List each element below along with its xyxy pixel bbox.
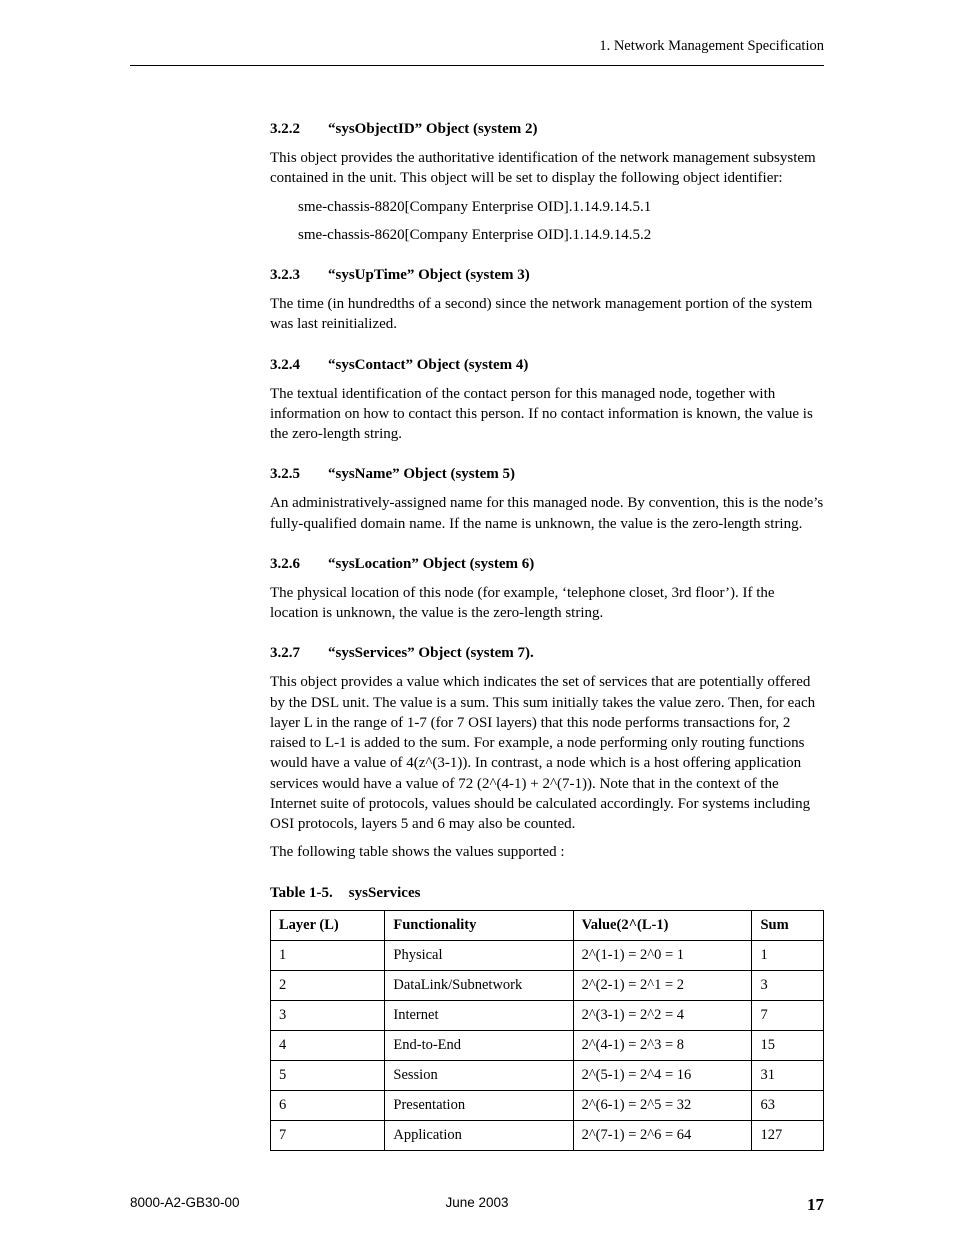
section-number: 3.2.3 <box>270 267 328 284</box>
paragraph: An administratively-assigned name for th… <box>270 493 824 534</box>
table-cell: 4 <box>271 1030 385 1060</box>
table-number: Table 1-5. <box>270 885 333 902</box>
content-area: 3.2.2“sysObjectID” Object (system 2) This… <box>270 121 824 1151</box>
table-cell: 6 <box>271 1090 385 1120</box>
section-title: “sysObjectID” Object (system 2) <box>328 121 538 137</box>
table-cell: 5 <box>271 1060 385 1090</box>
paragraph: This object provides a value which indic… <box>270 672 824 834</box>
table-row: 4End-to-End2^(4-1) = 2^3 = 815 <box>271 1030 824 1060</box>
section-heading: 3.2.3“sysUpTime” Object (system 3) <box>270 267 824 284</box>
table-cell: 15 <box>752 1030 824 1060</box>
paragraph: The time (in hundredths of a second) sin… <box>270 294 824 335</box>
table-cell: Application <box>385 1120 573 1150</box>
table-header-cell: Sum <box>752 910 824 940</box>
table-cell: 1 <box>271 940 385 970</box>
section-number: 3.2.6 <box>270 556 328 573</box>
table-cell: 2^(3-1) = 2^2 = 4 <box>573 1000 752 1030</box>
section-heading: 3.2.6“sysLocation” Object (system 6) <box>270 556 824 573</box>
table-title: sysServices <box>349 885 421 901</box>
indented-line: sme-chassis-8620[Company Enterprise OID]… <box>298 225 824 245</box>
paragraph: The textual identification of the contac… <box>270 384 824 445</box>
table-cell: DataLink/Subnetwork <box>385 970 573 1000</box>
section-heading: 3.2.7“sysServices” Object (system 7). <box>270 645 824 662</box>
section-title: “sysServices” Object (system 7). <box>328 645 534 661</box>
table-cell: 3 <box>271 1000 385 1030</box>
table-cell: 127 <box>752 1120 824 1150</box>
table-cell: 2 <box>271 970 385 1000</box>
running-header: 1. Network Management Specification <box>130 38 824 55</box>
table-cell: 63 <box>752 1090 824 1120</box>
header-rule <box>130 65 824 66</box>
section-number: 3.2.4 <box>270 357 328 374</box>
table-cell: 31 <box>752 1060 824 1090</box>
sysservices-table: Layer (L)FunctionalityValue(2^(L-1)Sum1P… <box>270 910 824 1151</box>
table-cell: 7 <box>752 1000 824 1030</box>
section-number: 3.2.2 <box>270 121 328 138</box>
footer-date: June 2003 <box>130 1195 824 1210</box>
table-cell: 7 <box>271 1120 385 1150</box>
table-cell: 3 <box>752 970 824 1000</box>
table-row: 2DataLink/Subnetwork2^(2-1) = 2^1 = 23 <box>271 970 824 1000</box>
table-header-cell: Functionality <box>385 910 573 940</box>
table-cell: Presentation <box>385 1090 573 1120</box>
section-number: 3.2.5 <box>270 466 328 483</box>
table-cell: 1 <box>752 940 824 970</box>
table-cell: 2^(4-1) = 2^3 = 8 <box>573 1030 752 1060</box>
table-cell: 2^(5-1) = 2^4 = 16 <box>573 1060 752 1090</box>
table-row: 6Presentation2^(6-1) = 2^5 = 3263 <box>271 1090 824 1120</box>
section-heading: 3.2.2“sysObjectID” Object (system 2) <box>270 121 824 138</box>
table-row: 5Session2^(5-1) = 2^4 = 1631 <box>271 1060 824 1090</box>
table-cell: 2^(7-1) = 2^6 = 64 <box>573 1120 752 1150</box>
table-caption: Table 1-5. sysServices <box>270 885 824 902</box>
section-title: “sysContact” Object (system 4) <box>328 357 528 373</box>
table-row: 1Physical2^(1-1) = 2^0 = 11 <box>271 940 824 970</box>
table-header-cell: Value(2^(L-1) <box>573 910 752 940</box>
paragraph: The following table shows the values sup… <box>270 842 824 862</box>
paragraph: This object provides the authoritative i… <box>270 148 824 189</box>
footer-page-number: 17 <box>807 1195 824 1215</box>
section-title: “sysName” Object (system 5) <box>328 466 515 482</box>
table-header-cell: Layer (L) <box>271 910 385 940</box>
table-cell: Session <box>385 1060 573 1090</box>
table-cell: Physical <box>385 940 573 970</box>
table-cell: 2^(1-1) = 2^0 = 1 <box>573 940 752 970</box>
page: 1. Network Management Specification 3.2.… <box>0 0 954 1235</box>
table-row: 7Application2^(7-1) = 2^6 = 64127 <box>271 1120 824 1150</box>
section-title: “sysLocation” Object (system 6) <box>328 556 534 572</box>
section-title: “sysUpTime” Object (system 3) <box>328 267 530 283</box>
table-cell: 2^(2-1) = 2^1 = 2 <box>573 970 752 1000</box>
section-heading: 3.2.5“sysName” Object (system 5) <box>270 466 824 483</box>
paragraph: The physical location of this node (for … <box>270 583 824 624</box>
indented-line: sme-chassis-8820[Company Enterprise OID]… <box>298 197 824 217</box>
section-heading: 3.2.4“sysContact” Object (system 4) <box>270 357 824 374</box>
section-number: 3.2.7 <box>270 645 328 662</box>
table-row: 3Internet2^(3-1) = 2^2 = 47 <box>271 1000 824 1030</box>
table-cell: Internet <box>385 1000 573 1030</box>
table-cell: 2^(6-1) = 2^5 = 32 <box>573 1090 752 1120</box>
table-cell: End-to-End <box>385 1030 573 1060</box>
